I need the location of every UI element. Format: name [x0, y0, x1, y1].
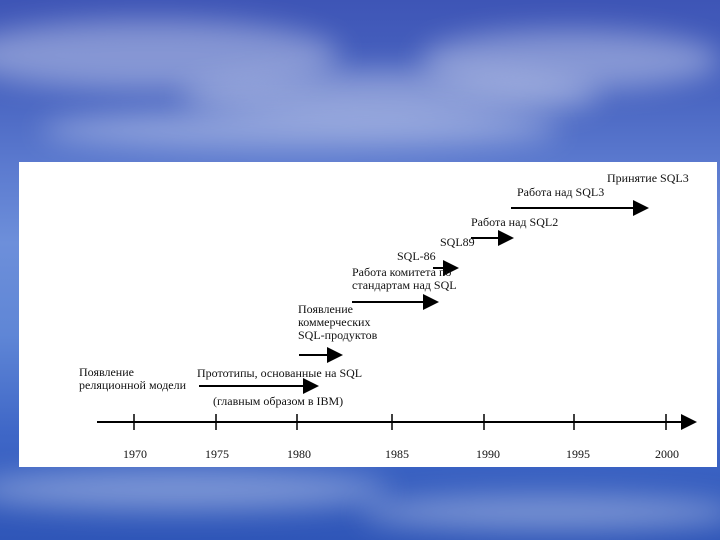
year-label-2000: 2000 — [655, 447, 679, 461]
event-prototypes-note: (главным образом в IBM) — [213, 394, 344, 408]
year-label-1970: 1970 — [123, 447, 147, 461]
event-prototypes: Прототипы, основанные на SQL — [197, 366, 363, 380]
event-sql3-work: Работа над SQL3 — [517, 185, 605, 199]
year-label-1975: 1975 — [205, 447, 229, 461]
year-label-1995: 1995 — [566, 447, 590, 461]
year-label-1985: 1985 — [385, 447, 409, 461]
event-sql89: SQL89 — [440, 235, 475, 249]
event-sql2-work: Работа над SQL2 — [471, 215, 559, 229]
event-sql86: SQL-86 — [397, 249, 436, 263]
timeline-diagram: 1970 1975 1980 1985 1990 1995 2000 Появл… — [19, 162, 717, 467]
event-sql3-adoption: Принятие SQL3 — [607, 171, 689, 185]
event-commercial: Появление коммерческих SQL-продуктов — [298, 302, 378, 342]
event-committee: Работа комитета по стандартам над SQL — [352, 265, 457, 292]
event-relational-model: Появление реляционной модели — [79, 365, 187, 392]
timeline-graphics — [97, 200, 697, 430]
year-label-1980: 1980 — [287, 447, 311, 461]
year-label-1990: 1990 — [476, 447, 500, 461]
